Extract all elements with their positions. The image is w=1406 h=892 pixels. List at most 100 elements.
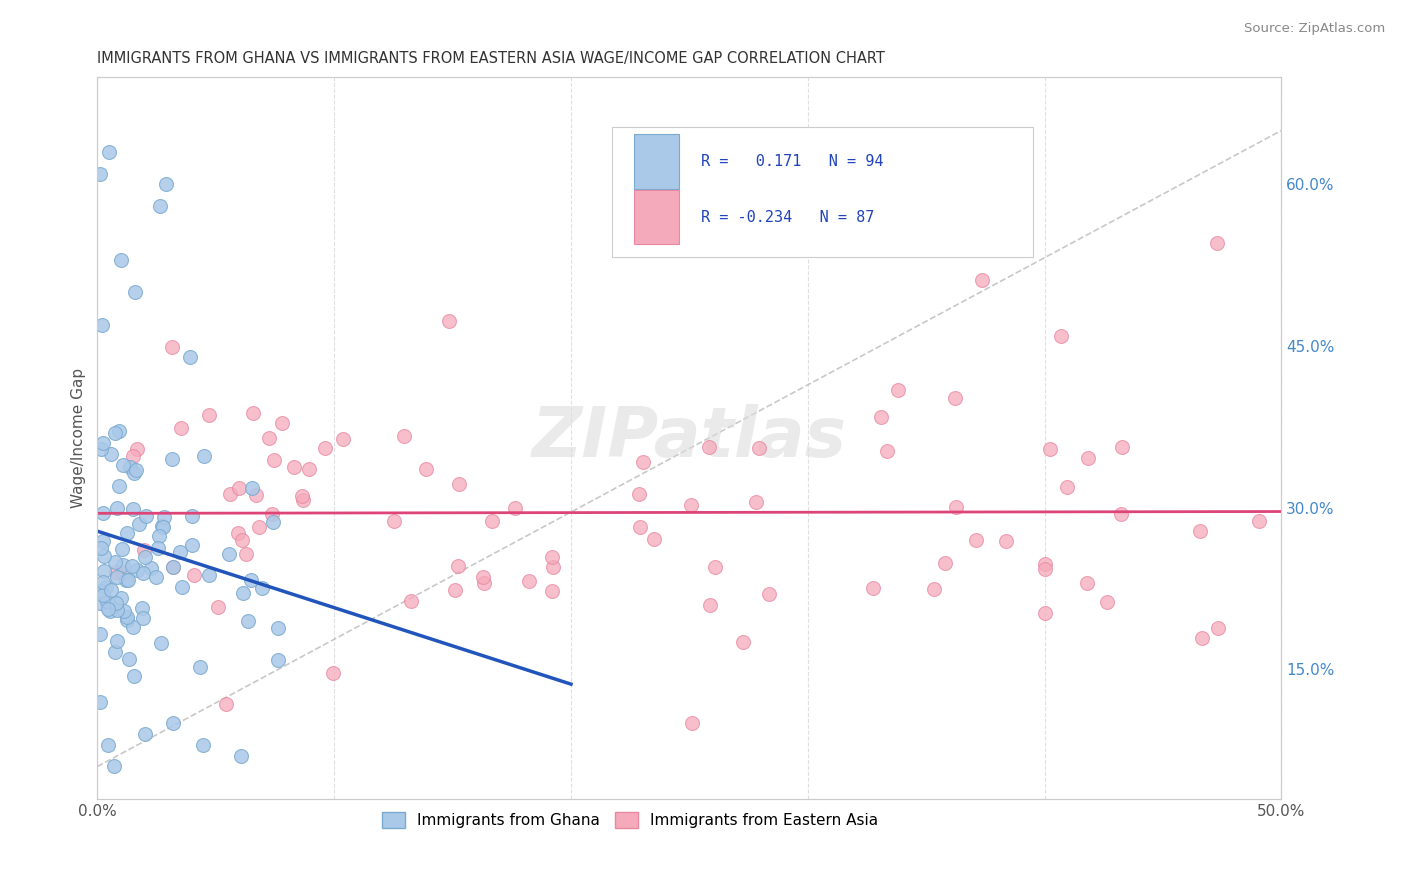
Point: [91, 588, 114, 602]
Point: [283, 459, 305, 474]
Point: [125, 442, 148, 457]
Point: [314, 442, 336, 456]
Point: [105, 597, 128, 611]
Point: [100, 583, 122, 598]
Point: [91, 506, 114, 520]
Point: [697, 440, 720, 454]
Point: [291, 493, 314, 508]
Point: [110, 542, 132, 557]
Point: [245, 488, 267, 502]
Point: [748, 441, 770, 455]
Point: [1206, 235, 1229, 250]
Point: [1077, 450, 1099, 465]
Point: [415, 462, 437, 476]
Point: [107, 479, 129, 493]
Point: [105, 570, 128, 584]
Point: [104, 426, 127, 441]
Point: [267, 621, 290, 635]
Point: [162, 716, 184, 731]
Point: [447, 558, 470, 573]
Point: [1111, 440, 1133, 454]
Point: [93, 564, 115, 578]
Point: [257, 431, 280, 445]
Point: [121, 559, 143, 574]
Point: [155, 178, 177, 192]
Point: [132, 610, 155, 624]
Point: [89, 584, 111, 599]
FancyBboxPatch shape: [613, 128, 1033, 257]
Point: [745, 495, 768, 509]
Point: [945, 500, 967, 515]
Point: [117, 610, 139, 624]
Point: [1039, 442, 1062, 456]
Point: [103, 759, 125, 773]
Point: [170, 580, 193, 594]
Point: [215, 698, 238, 712]
Point: [90, 442, 112, 456]
Point: [633, 455, 655, 469]
Point: [169, 544, 191, 558]
Point: [148, 541, 170, 556]
Point: [162, 559, 184, 574]
Point: [1191, 631, 1213, 645]
Point: [112, 458, 135, 472]
Point: [112, 604, 135, 618]
Point: [134, 727, 156, 741]
Point: [118, 651, 141, 665]
Point: [128, 516, 150, 531]
Point: [965, 533, 987, 547]
Point: [643, 532, 665, 546]
Point: [124, 467, 146, 481]
Point: [145, 570, 167, 584]
Point: [1050, 329, 1073, 343]
Point: [122, 449, 145, 463]
Point: [1033, 606, 1056, 620]
Point: [139, 561, 162, 575]
Point: [122, 620, 145, 634]
Point: [1033, 557, 1056, 571]
Text: IMMIGRANTS FROM GHANA VS IMMIGRANTS FROM EASTERN ASIA WAGE/INCOME GAP CORRELATIO: IMMIGRANTS FROM GHANA VS IMMIGRANTS FROM…: [97, 51, 886, 66]
Point: [111, 566, 134, 580]
Point: [97, 145, 120, 159]
FancyBboxPatch shape: [634, 135, 679, 188]
Point: [91, 574, 114, 589]
Point: [887, 384, 910, 398]
Point: [541, 550, 564, 565]
Point: [93, 549, 115, 563]
Point: [122, 501, 145, 516]
Point: [89, 596, 111, 610]
Point: [870, 410, 893, 425]
Point: [150, 636, 173, 650]
Point: [183, 568, 205, 582]
Point: [1033, 561, 1056, 575]
Point: [472, 570, 495, 584]
Point: [681, 498, 703, 512]
Point: [105, 565, 128, 579]
Point: [153, 510, 176, 524]
Point: [228, 481, 250, 495]
Point: [108, 424, 131, 438]
Point: [229, 748, 252, 763]
FancyBboxPatch shape: [634, 190, 679, 244]
Point: [149, 199, 172, 213]
Point: [135, 509, 157, 524]
Point: [1056, 480, 1078, 494]
Point: [252, 582, 274, 596]
Point: [876, 443, 898, 458]
Point: [995, 533, 1018, 548]
Point: [97, 738, 120, 752]
Point: [181, 538, 204, 552]
Text: Source: ZipAtlas.com: Source: ZipAtlas.com: [1244, 22, 1385, 36]
Point: [231, 533, 253, 547]
Point: [160, 340, 183, 354]
Point: [91, 436, 114, 450]
Point: [152, 520, 174, 534]
Point: [198, 408, 221, 422]
Point: [1247, 514, 1270, 528]
Point: [731, 635, 754, 649]
Point: [117, 573, 139, 587]
Point: [132, 543, 155, 558]
Point: [242, 481, 264, 495]
Point: [628, 520, 651, 534]
Point: [394, 429, 416, 443]
